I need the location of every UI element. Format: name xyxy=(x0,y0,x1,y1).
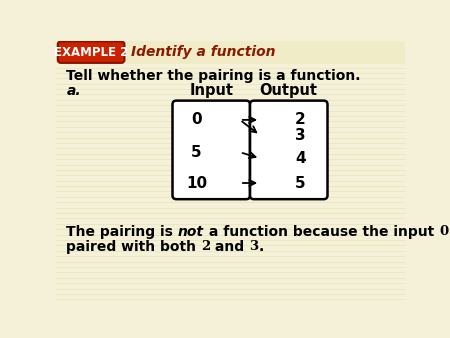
Text: 2: 2 xyxy=(295,112,306,127)
Text: 0: 0 xyxy=(191,112,202,127)
Text: 5: 5 xyxy=(191,145,202,160)
FancyBboxPatch shape xyxy=(250,101,328,199)
Text: .: . xyxy=(259,240,264,254)
Bar xyxy=(56,41,405,64)
FancyBboxPatch shape xyxy=(172,101,250,199)
Text: The pairing is: The pairing is xyxy=(66,224,178,239)
Text: 3: 3 xyxy=(295,128,306,143)
Text: not: not xyxy=(178,224,204,239)
Text: Input: Input xyxy=(189,83,233,98)
Text: Tell whether the pairing is a function.: Tell whether the pairing is a function. xyxy=(66,69,361,83)
Text: 3: 3 xyxy=(249,240,259,254)
Text: 0: 0 xyxy=(439,225,448,238)
Text: 4: 4 xyxy=(295,151,306,166)
Text: 2: 2 xyxy=(201,240,211,254)
Text: paired with both: paired with both xyxy=(66,240,201,254)
Text: is: is xyxy=(448,224,450,239)
Text: Output: Output xyxy=(260,83,318,98)
Text: EXAMPLE 2: EXAMPLE 2 xyxy=(54,46,128,59)
Text: 10: 10 xyxy=(186,175,207,191)
Text: a function because the input: a function because the input xyxy=(204,224,439,239)
Text: and: and xyxy=(211,240,249,254)
Text: a.: a. xyxy=(66,83,81,98)
Text: 5: 5 xyxy=(295,175,306,191)
Text: Identify a function: Identify a function xyxy=(131,46,276,59)
FancyBboxPatch shape xyxy=(58,41,125,63)
